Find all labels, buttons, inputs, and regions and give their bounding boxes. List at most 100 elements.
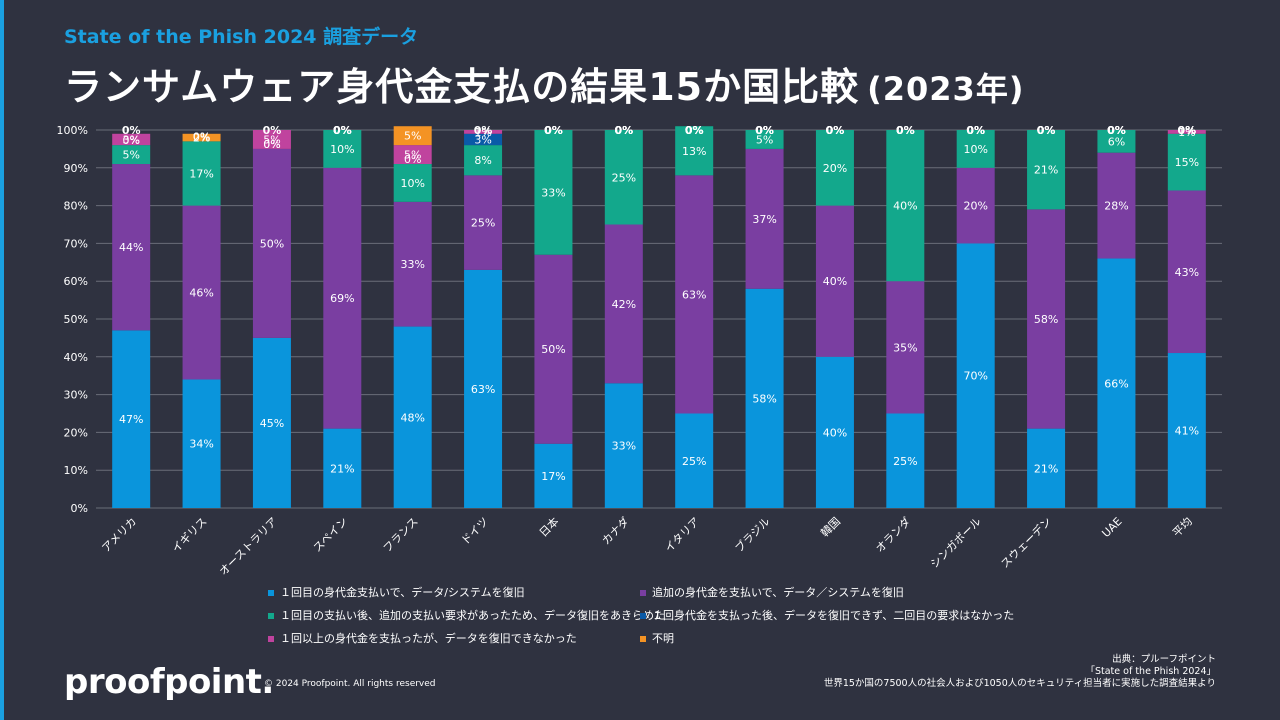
data-label: 2% bbox=[193, 132, 210, 145]
title-text: ランサムウェア身代金支払の結果15か国比較 bbox=[64, 65, 860, 109]
legend-item: １回目の支払い後、追加の支払い要求があったため、データ復旧をあきらめた bbox=[268, 607, 665, 623]
bar-segment bbox=[956, 243, 995, 508]
data-label: 20% bbox=[963, 200, 987, 213]
bar-segment bbox=[393, 164, 432, 202]
data-label: 6% bbox=[1108, 135, 1125, 148]
bar-segment bbox=[393, 145, 432, 165]
data-label: 25% bbox=[893, 455, 917, 468]
legend-swatch bbox=[268, 636, 274, 642]
data-label: 5% bbox=[404, 130, 421, 143]
bar-segment bbox=[815, 205, 854, 357]
x-category-label: スウェーデン bbox=[998, 514, 1055, 571]
slide-title: ランサムウェア身代金支払の結果15か国比較 (2023年) bbox=[64, 56, 1024, 111]
legend-item: １回身代金を支払った後、データを復旧できず、二回目の要求はなかった bbox=[640, 607, 1014, 623]
data-label: 0% bbox=[685, 124, 704, 137]
data-label: 50% bbox=[541, 343, 565, 356]
data-label: 8% bbox=[474, 154, 491, 167]
y-tick-label: 20% bbox=[64, 426, 88, 439]
data-label: 0% bbox=[826, 124, 845, 137]
data-label: 10% bbox=[330, 143, 354, 156]
x-category-label: イタリア bbox=[662, 515, 702, 555]
legend-swatch bbox=[640, 613, 646, 619]
slide-subtitle: State of the Phish 2024 調査データ bbox=[64, 26, 419, 48]
legend-label: １回以上の身代金を支払ったが、データを復旧できなかった bbox=[280, 632, 577, 645]
bar-segment bbox=[1097, 152, 1136, 259]
bar-segment bbox=[886, 281, 925, 414]
data-label: 0% bbox=[1037, 124, 1056, 137]
bar-segment bbox=[182, 205, 221, 380]
bar-segment bbox=[112, 133, 151, 146]
data-label: 66% bbox=[1104, 377, 1128, 390]
bar-segment bbox=[745, 130, 784, 149]
bar-segment bbox=[323, 167, 362, 429]
data-label: 0% bbox=[474, 124, 493, 137]
x-category-label: フランス bbox=[381, 515, 421, 555]
x-category-label: イギリス bbox=[169, 515, 209, 555]
data-label: 0% bbox=[1107, 124, 1126, 137]
y-tick-label: 10% bbox=[64, 464, 88, 477]
bar-segment bbox=[604, 383, 643, 508]
data-label: 0% bbox=[755, 124, 774, 137]
data-label: 0% bbox=[333, 124, 352, 137]
data-label: 0% bbox=[544, 124, 563, 137]
legend-label: １回目の身代金支払いで、データ/システムを復旧 bbox=[280, 586, 525, 599]
title-year: (2023年) bbox=[867, 70, 1025, 108]
bar-segment bbox=[534, 443, 573, 508]
bar-segment bbox=[393, 201, 432, 327]
legend-swatch bbox=[268, 613, 274, 619]
legend-label: 追加の身代金を支払いで、データ／システムを復旧 bbox=[652, 586, 904, 599]
data-label: 0% bbox=[404, 153, 421, 166]
bar-segment bbox=[112, 145, 151, 165]
bar-segment bbox=[956, 130, 995, 168]
legend-swatch bbox=[268, 590, 274, 596]
data-label: 63% bbox=[682, 288, 706, 301]
data-label: 43% bbox=[1175, 266, 1199, 279]
data-label: 25% bbox=[471, 217, 495, 230]
data-label: 25% bbox=[612, 171, 636, 184]
bar-segment bbox=[112, 164, 151, 331]
data-label: 0% bbox=[826, 124, 845, 137]
data-label: 0% bbox=[614, 124, 633, 137]
data-label: 63% bbox=[471, 383, 495, 396]
legend-label: 不明 bbox=[652, 632, 674, 645]
bar-segment bbox=[1167, 130, 1206, 134]
legend-swatch bbox=[640, 636, 646, 642]
data-label: 10% bbox=[400, 177, 424, 190]
data-label: 58% bbox=[1034, 313, 1058, 326]
data-label: 48% bbox=[400, 411, 424, 424]
y-tick-label: 30% bbox=[64, 389, 88, 402]
data-label: 3% bbox=[122, 133, 139, 146]
legend-item: １回目の身代金支払いで、データ/システムを復旧 bbox=[268, 584, 525, 600]
data-label: 0% bbox=[826, 124, 845, 137]
bar-segment bbox=[464, 175, 503, 270]
source-note: 出典：プルーフポイント 「State of the Phish 2024」 世界… bbox=[824, 654, 1216, 690]
bar-segment bbox=[1027, 209, 1066, 429]
legend-item: １回以上の身代金を支払ったが、データを復旧できなかった bbox=[268, 630, 577, 646]
bar-segment bbox=[815, 356, 854, 508]
y-tick-label: 50% bbox=[64, 313, 88, 326]
bar-segment bbox=[464, 269, 503, 508]
bar-segment bbox=[182, 133, 221, 142]
bar-segment bbox=[675, 175, 714, 414]
data-label: 33% bbox=[400, 258, 424, 271]
bar-segment bbox=[956, 167, 995, 244]
data-label: 34% bbox=[189, 438, 213, 451]
x-category-label: オランダ bbox=[872, 514, 913, 555]
data-label: 0% bbox=[263, 124, 282, 137]
data-label: 1% bbox=[1178, 126, 1195, 139]
legend-item: 追加の身代金を支払いで、データ／システムを復旧 bbox=[640, 584, 904, 600]
data-label: 41% bbox=[1175, 425, 1199, 438]
data-label: 0% bbox=[755, 124, 774, 137]
data-label: 0% bbox=[1107, 124, 1126, 137]
source-line-1: 出典：プルーフポイント bbox=[1112, 654, 1216, 665]
bar-segment bbox=[323, 428, 362, 508]
data-label: 40% bbox=[893, 200, 917, 213]
y-tick-label: 80% bbox=[64, 200, 88, 213]
data-label: 69% bbox=[330, 292, 354, 305]
data-label: 21% bbox=[330, 462, 354, 475]
bar-segment bbox=[182, 379, 221, 508]
bar-segment bbox=[1027, 130, 1066, 210]
bar-segment bbox=[604, 224, 643, 384]
bar-segment bbox=[1027, 428, 1066, 508]
bar-segment bbox=[534, 130, 573, 255]
